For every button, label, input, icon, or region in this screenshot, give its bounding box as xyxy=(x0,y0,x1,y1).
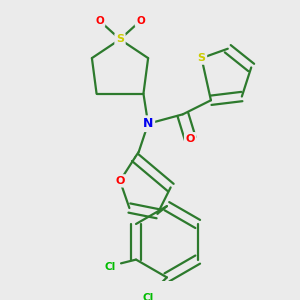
Text: O: O xyxy=(95,16,104,26)
Text: O: O xyxy=(115,176,125,186)
Text: S: S xyxy=(197,53,206,63)
Text: O: O xyxy=(136,16,145,26)
Text: S: S xyxy=(116,34,124,44)
Text: N: N xyxy=(143,117,153,130)
Text: Cl: Cl xyxy=(142,293,154,300)
Text: Cl: Cl xyxy=(104,262,116,272)
Text: O: O xyxy=(186,134,195,144)
